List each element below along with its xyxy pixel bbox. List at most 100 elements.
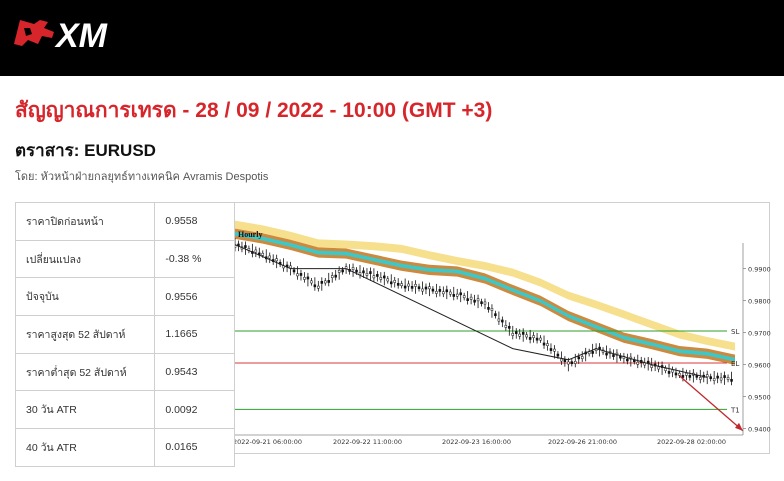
table-row: 30 วัน ATR 0.0092 bbox=[14, 390, 235, 430]
candle-body bbox=[525, 334, 528, 338]
stat-value: 0.9556 bbox=[154, 277, 235, 317]
forecast-arrow bbox=[679, 375, 744, 432]
candle-body bbox=[365, 273, 369, 276]
price-chart: SL EL T1 0.9900 0.9800 0.9700 0.9600 0.9500 0.94… bbox=[234, 202, 771, 454]
candle-body bbox=[723, 375, 726, 378]
candle-body bbox=[650, 365, 653, 368]
candle-body bbox=[445, 289, 449, 293]
candle-body bbox=[299, 273, 303, 276]
candle-body bbox=[410, 286, 414, 289]
candle-body bbox=[570, 361, 574, 365]
candle-body bbox=[400, 283, 403, 287]
candle-body bbox=[473, 299, 476, 303]
candle-body bbox=[355, 269, 358, 273]
author-byline: โดย: หัวหน้าฝ่ายกลยุทธ์ทางเทคนิค Avramis… bbox=[15, 171, 269, 183]
y-tick-label: 0.9800 bbox=[748, 298, 771, 306]
stat-label: 30 วัน ATR bbox=[14, 390, 156, 430]
candle-body bbox=[542, 342, 546, 346]
candle-body bbox=[553, 348, 556, 352]
candle-body bbox=[508, 326, 511, 329]
y-tick-label: 0.9500 bbox=[748, 394, 771, 402]
table-row: ราคาสูงสุด 52 สัปดาห์ 1.1665 bbox=[14, 315, 235, 354]
candle-body bbox=[455, 293, 459, 297]
candle-body bbox=[379, 277, 383, 280]
candle-body bbox=[417, 286, 421, 290]
chart-canvas: SL EL T1 0.9900 0.9800 0.9700 0.9600 0.9500 0.94… bbox=[235, 220, 771, 446]
candle-body bbox=[369, 271, 372, 274]
level-label-el: EL bbox=[731, 360, 739, 368]
candle-body bbox=[403, 285, 407, 289]
candle-body bbox=[515, 331, 518, 334]
y-tick-label: 0.9400 bbox=[748, 426, 771, 434]
candle-body bbox=[494, 313, 497, 317]
candle-body bbox=[289, 265, 292, 269]
xm-logo[interactable]: XM bbox=[12, 14, 132, 54]
candle-body bbox=[719, 377, 723, 381]
candle-body bbox=[532, 335, 535, 338]
candle-body bbox=[390, 281, 393, 285]
stats-table: ราคาปิดก่อนหน้า 0.9558 เปลี่ยนแปลง -0.38… bbox=[14, 202, 235, 467]
candle-body bbox=[254, 249, 258, 253]
x-tick-label: 2022-09-28 02:00:00 bbox=[657, 438, 726, 446]
candle-body bbox=[435, 291, 438, 294]
candle-body bbox=[261, 252, 265, 256]
candle-body bbox=[421, 288, 424, 292]
zigzag-line bbox=[235, 244, 708, 378]
candle-body bbox=[334, 274, 337, 278]
candle-body bbox=[528, 337, 532, 340]
stat-value: 0.9543 bbox=[154, 352, 235, 392]
x-tick-label: 2022-09-23 16:00:00 bbox=[442, 438, 511, 446]
x-tick-label: 2022-09-22 11:00:00 bbox=[333, 438, 402, 446]
stat-value: 0.0092 bbox=[154, 390, 235, 430]
candle-body bbox=[712, 378, 716, 381]
arrow-head-icon bbox=[735, 422, 743, 431]
candle-body bbox=[667, 371, 671, 374]
candle-body bbox=[469, 296, 473, 300]
stat-value: 0.0165 bbox=[154, 428, 235, 467]
candle-body bbox=[292, 269, 296, 273]
candle-body bbox=[303, 277, 306, 280]
candle-body bbox=[296, 273, 299, 277]
candle-body bbox=[549, 348, 553, 351]
table-row: 40 วัน ATR 0.0165 bbox=[14, 428, 235, 467]
candle-body bbox=[466, 298, 469, 301]
candle-body bbox=[462, 295, 466, 299]
candle-body bbox=[688, 375, 692, 378]
candle-body bbox=[674, 372, 678, 376]
candle-body bbox=[685, 372, 688, 376]
table-row: เปลี่ยนแปลง -0.38 % bbox=[14, 239, 235, 279]
ma-band-outer bbox=[235, 220, 735, 351]
candle-body bbox=[372, 275, 376, 279]
candle-body bbox=[431, 288, 435, 292]
candle-body bbox=[480, 301, 483, 305]
candle-body bbox=[424, 286, 428, 290]
candle-body bbox=[574, 361, 577, 364]
candle-body bbox=[539, 337, 542, 341]
table-row: ราคาปิดก่อนหน้า 0.9558 bbox=[14, 202, 235, 241]
candle-body bbox=[376, 274, 379, 277]
candle-body bbox=[438, 289, 442, 292]
candle-body bbox=[459, 292, 462, 296]
candle-body bbox=[657, 366, 660, 370]
candle-body bbox=[476, 298, 480, 302]
timeframe-label: Hourly bbox=[238, 230, 263, 239]
candle-body bbox=[678, 372, 681, 376]
ma-band-inner bbox=[235, 231, 735, 362]
candle-body bbox=[636, 361, 640, 365]
candle-body bbox=[313, 284, 317, 288]
candle-body bbox=[414, 284, 417, 287]
candle-body bbox=[681, 375, 685, 378]
level-label-t1: T1 bbox=[730, 406, 740, 414]
candle-body bbox=[619, 355, 622, 359]
stat-label: ปัจจุบัน bbox=[14, 277, 156, 317]
candle-body bbox=[428, 286, 431, 290]
candle-body bbox=[396, 283, 400, 286]
stat-label: 40 วัน ATR bbox=[14, 428, 156, 467]
candle-body bbox=[546, 343, 549, 346]
top-bar: XM bbox=[0, 0, 784, 76]
candle-body bbox=[235, 245, 237, 248]
candle-body bbox=[577, 356, 580, 360]
candle-body bbox=[567, 361, 570, 365]
candle-body bbox=[362, 270, 365, 274]
candle-body bbox=[580, 356, 584, 359]
